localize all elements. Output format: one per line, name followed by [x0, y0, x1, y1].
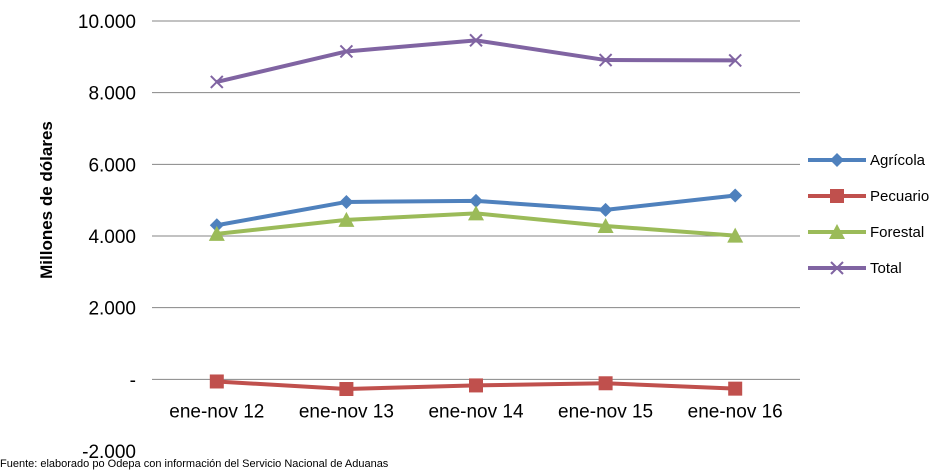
data-point: [728, 188, 743, 203]
source-note: Fuente: elaborado po Odepa con informaci…: [0, 458, 389, 470]
x-tick-label: ene-nov 13: [299, 401, 394, 422]
data-point: [727, 227, 744, 243]
legend-item: Agrícola: [808, 152, 926, 169]
x-tick-label: ene-nov 15: [558, 401, 653, 422]
series-pecuario: [209, 374, 743, 397]
y-tick-label: 6.000: [88, 155, 136, 176]
legend-marker: [830, 189, 844, 203]
legend-marker: [829, 224, 845, 239]
data-point: [469, 33, 483, 48]
series-group: [208, 33, 744, 397]
legend-item: Pecuario: [808, 188, 929, 205]
data-point: [728, 53, 742, 68]
legend: Agrícola Pecuario Forestal Total: [808, 152, 929, 277]
y-tick-label: 2.000: [88, 299, 136, 320]
series-line: [216, 38, 736, 84]
data-point: [208, 225, 225, 241]
data-point: [728, 381, 743, 396]
data-point: [209, 374, 224, 389]
data-point: [469, 193, 483, 208]
y-tick-label: -2.000: [82, 442, 136, 463]
series-total: [210, 33, 742, 89]
data-point: [598, 202, 613, 217]
legend-item: Forestal: [808, 224, 924, 241]
data-point: [210, 75, 224, 89]
data-point: [209, 218, 224, 233]
data-point: [338, 211, 355, 227]
series-forestal: [208, 205, 744, 243]
legend-item: Total: [808, 260, 902, 277]
legend-marker: [830, 261, 844, 275]
legend-label: Agrícola: [870, 152, 926, 169]
data-point: [339, 44, 354, 59]
legend-label: Pecuario: [870, 188, 929, 205]
x-tick-label: ene-nov 12: [169, 401, 264, 422]
data-point: [598, 53, 613, 67]
data-point: [469, 378, 483, 393]
data-point: [468, 205, 484, 221]
y-tick-label: 10.000: [78, 12, 136, 33]
legend-marker: [830, 153, 844, 167]
y-axis-ticks: 10.000 8.000 6.000 4.000 2.000 - -2.000: [78, 12, 136, 463]
legend-label: Forestal: [870, 224, 924, 241]
x-tick-label: ene-nov 16: [688, 401, 783, 422]
legend-label: Total: [870, 260, 902, 277]
y-axis-label: Millones de dólares: [37, 121, 56, 279]
series-agricola: [209, 188, 743, 233]
data-point: [339, 382, 354, 397]
data-point: [598, 376, 613, 391]
y-tick-label: 8.000: [88, 84, 136, 105]
y-tick-label: -: [130, 370, 136, 391]
y-tick-label: 4.000: [88, 227, 136, 248]
data-point: [597, 217, 614, 233]
x-axis-ticks: ene-nov 12 ene-nov 13 ene-nov 14 ene-nov 15…: [169, 401, 782, 422]
x-tick-label: ene-nov 14: [428, 401, 524, 422]
data-point: [339, 194, 354, 209]
